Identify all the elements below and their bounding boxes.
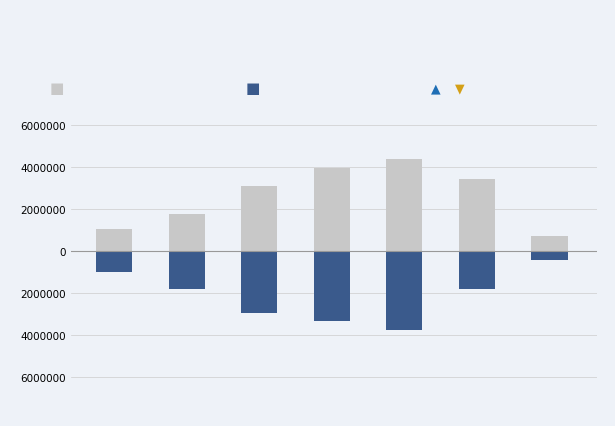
Text: ■: ■ <box>246 81 260 96</box>
Bar <box>531 236 568 251</box>
Bar <box>314 251 350 321</box>
Bar <box>96 251 132 273</box>
Bar <box>241 187 277 251</box>
Text: ▼: ▼ <box>455 82 465 95</box>
Bar <box>96 230 132 251</box>
Bar <box>386 251 423 330</box>
Bar <box>169 251 205 289</box>
Bar <box>459 179 495 251</box>
Text: ▲: ▲ <box>430 82 440 95</box>
Bar <box>531 251 568 261</box>
Bar <box>241 251 277 313</box>
Text: ■: ■ <box>49 81 63 96</box>
Bar <box>386 159 423 251</box>
Bar <box>314 169 350 251</box>
Bar <box>169 215 205 251</box>
Bar <box>459 251 495 290</box>
